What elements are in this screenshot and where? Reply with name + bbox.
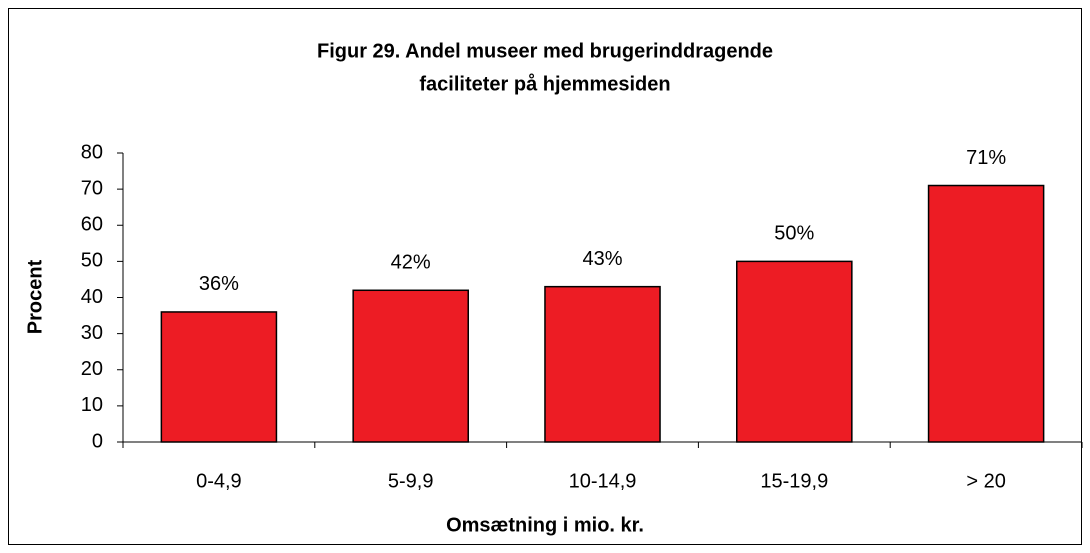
y-tick-label: 80 (81, 141, 103, 163)
bar (160, 311, 278, 443)
y-tick-label: 0 (92, 430, 103, 452)
x-tick-label: 5-9,9 (388, 470, 434, 492)
x-tick-label: 0-4,9 (196, 470, 242, 492)
bar (544, 285, 661, 443)
y-tick-label: 70 (81, 177, 103, 199)
data-label: 43% (582, 248, 622, 270)
y-axis-label: Procent (24, 259, 46, 334)
y-tick-label: 20 (81, 358, 103, 380)
bar (352, 289, 469, 443)
chart-frame (8, 8, 1082, 545)
chart-title: faciliteter på hjemmesiden (419, 72, 670, 95)
y-tick-label: 50 (81, 250, 103, 272)
x-tick-label: 15-19,9 (760, 470, 828, 492)
y-tick-label: 60 (81, 214, 103, 236)
data-label: 71% (966, 147, 1006, 169)
bar (927, 184, 1045, 443)
x-tick-label: > 20 (966, 470, 1005, 492)
y-tick-label: 10 (81, 394, 103, 416)
x-axis-label: Omsætning i mio. kr. (446, 514, 644, 536)
y-tick-label: 40 (81, 286, 103, 308)
chart-title: Figur 29. Andel museer med brugerinddrag… (317, 40, 773, 62)
data-label: 50% (774, 223, 814, 245)
y-tick-label: 30 (81, 322, 103, 344)
x-tick-label: 10-14,9 (569, 470, 637, 492)
data-label: 42% (391, 252, 431, 274)
bar (736, 260, 853, 443)
data-label: 36% (199, 273, 239, 295)
